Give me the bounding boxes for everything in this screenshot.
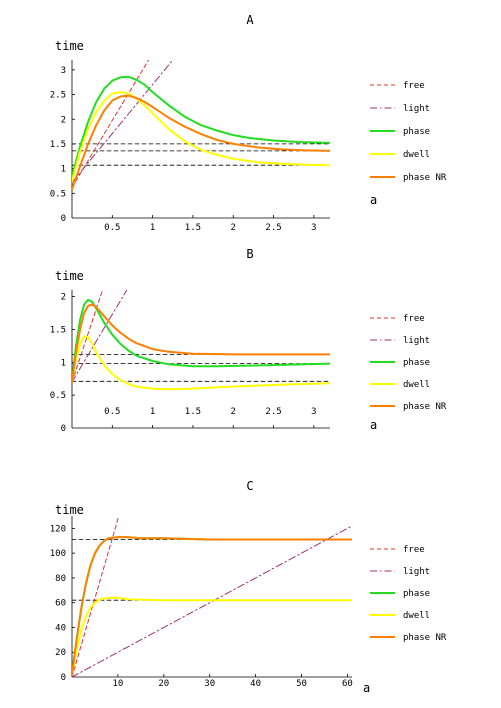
legend-label: phase NR	[403, 633, 447, 643]
series-dwell	[72, 335, 330, 391]
y-tick-label: 120	[50, 524, 66, 534]
legend-label: phase NR	[403, 402, 447, 412]
legend-label: light	[403, 336, 430, 346]
x-tick-label: 3	[311, 223, 316, 233]
x-tick-label: 60	[342, 679, 353, 689]
y-tick-label: 2	[61, 115, 66, 125]
legend-label: free	[403, 545, 425, 555]
series-free	[72, 516, 120, 678]
legend-label: dwell	[403, 380, 430, 390]
legend-label: light	[403, 104, 430, 114]
y-axis-label: time	[55, 269, 84, 283]
x-axis-label: a	[370, 193, 377, 207]
series-light	[72, 290, 128, 383]
y-tick-label: 100	[50, 549, 66, 559]
y-tick-label: 20	[55, 648, 66, 658]
x-tick-label: 1.5	[185, 223, 201, 233]
x-tick-label: 1	[150, 407, 155, 417]
chart-title: C	[246, 479, 253, 493]
y-tick-label: 2.5	[50, 91, 66, 101]
y-tick-label: 3	[61, 66, 66, 76]
series-phase-nr	[72, 536, 352, 676]
series-phase-nr	[72, 94, 330, 191]
legend-label: dwell	[403, 611, 430, 621]
x-tick-label: 2	[231, 223, 236, 233]
legend-label: phase	[403, 358, 430, 368]
y-tick-label: 0.5	[50, 189, 66, 199]
x-tick-label: 1.5	[185, 407, 201, 417]
x-tick-label: 3	[311, 407, 316, 417]
y-tick-label: 1.5	[50, 140, 66, 150]
x-tick-label: 30	[204, 679, 215, 689]
legend-label: free	[403, 314, 425, 324]
series-phase	[72, 75, 330, 177]
x-tick-label: 2.5	[265, 223, 281, 233]
x-tick-label: 20	[158, 679, 169, 689]
series-phase	[72, 298, 330, 383]
legend-label: dwell	[403, 150, 430, 160]
x-tick-label: 50	[296, 679, 307, 689]
y-tick-label: 0.5	[50, 391, 66, 401]
origin-label: 0	[61, 424, 66, 434]
y-tick-label: 40	[55, 623, 66, 633]
y-axis-label: time	[55, 39, 84, 53]
y-tick-label: 1	[61, 165, 66, 175]
y-tick-label: 60	[55, 599, 66, 609]
series-light	[72, 60, 174, 183]
legend-label: free	[403, 81, 425, 91]
series-free	[72, 290, 104, 383]
x-tick-label: 10	[112, 679, 123, 689]
x-tick-label: 2	[231, 407, 236, 417]
y-tick-label: 1.5	[50, 325, 66, 335]
origin-label: 0	[61, 214, 66, 224]
legend: free light phase dwell phase NR	[370, 314, 447, 412]
legend-label: phase NR	[403, 173, 447, 183]
x-tick-label: 40	[250, 679, 261, 689]
x-tick-label: 0.5	[104, 223, 120, 233]
legend: free light phase dwell phase NR	[370, 545, 447, 643]
legend-label: light	[403, 567, 430, 577]
legend-label: phase	[403, 589, 430, 599]
series-dwell	[72, 596, 352, 676]
chart-title: B	[246, 247, 253, 261]
y-axis-label: time	[55, 503, 84, 517]
y-tick-label: 1	[61, 358, 66, 368]
x-tick-label: 1	[150, 223, 155, 233]
series-light	[72, 525, 352, 678]
legend-label: phase	[403, 127, 430, 137]
origin-label: 0	[61, 673, 66, 683]
y-tick-label: 2	[61, 293, 66, 303]
series-phase-nr	[72, 303, 330, 383]
series-dwell	[72, 91, 330, 182]
x-tick-label: 0.5	[104, 407, 120, 417]
x-axis-label: a	[370, 418, 377, 432]
x-tick-label: 2.5	[265, 407, 281, 417]
chart-title: A	[246, 13, 254, 27]
legend: free light phase dwell phase NR	[370, 81, 447, 183]
y-tick-label: 80	[55, 574, 66, 584]
x-axis-label: a	[363, 681, 370, 695]
